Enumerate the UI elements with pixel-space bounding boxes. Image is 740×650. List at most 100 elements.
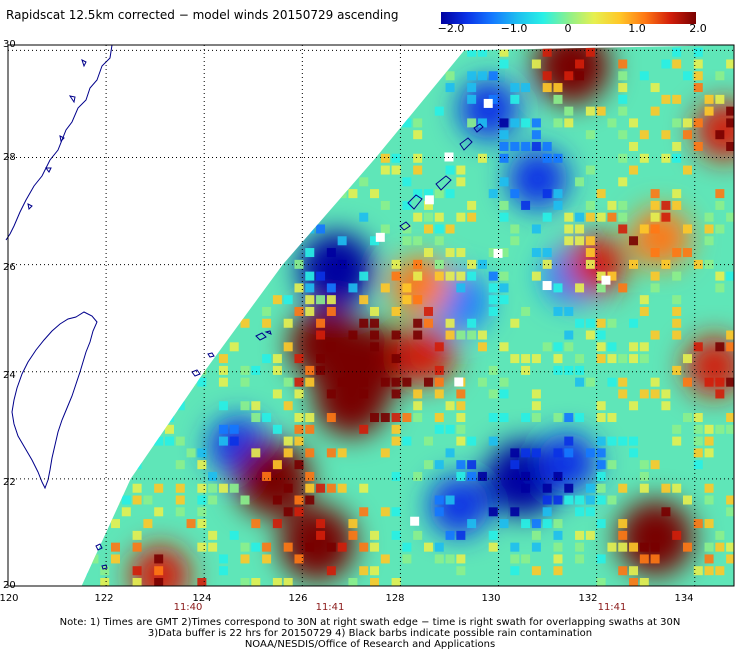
wind-pixel	[693, 141, 703, 151]
wind-pixel	[370, 530, 380, 540]
wind-pixel	[618, 436, 628, 446]
colorbar	[441, 9, 696, 24]
wind-pixel	[316, 200, 326, 210]
wind-pixel	[585, 212, 595, 222]
wind-pixel	[240, 94, 250, 104]
wind-pixel	[391, 71, 401, 81]
wind-pixel	[391, 153, 401, 163]
wind-difference-swath	[68, 45, 735, 586]
wind-pixel	[553, 83, 563, 93]
wind-pixel	[693, 413, 703, 423]
wind-pixel	[542, 83, 552, 93]
wind-pixel	[542, 342, 552, 352]
wind-pixel	[154, 554, 164, 564]
wind-pixel	[553, 354, 563, 364]
wind-pixel	[391, 165, 401, 175]
wind-pixel	[348, 530, 358, 540]
wind-pixel	[726, 141, 735, 151]
wind-pixel	[81, 542, 88, 552]
wind-pixel	[326, 483, 336, 493]
wind-pixel	[305, 471, 315, 481]
wind-pixel	[704, 377, 714, 387]
wind-pixel	[629, 436, 639, 446]
wind-pixel	[499, 389, 509, 399]
wind-pixel	[521, 200, 531, 210]
negative-anomaly	[507, 148, 568, 209]
wind-pixel	[585, 259, 595, 269]
wind-pixel	[704, 94, 714, 104]
wind-pixel	[542, 507, 552, 517]
wind-pixel	[693, 566, 703, 576]
wind-pixel	[607, 436, 617, 446]
wind-pixel	[316, 106, 326, 116]
wind-pixel	[229, 436, 239, 446]
wind-pixel	[132, 389, 142, 399]
wind-pixel	[402, 94, 412, 104]
wind-pixel	[488, 248, 498, 258]
wind-pixel	[564, 495, 574, 505]
wind-pixel	[445, 189, 455, 199]
wind-pixel	[553, 153, 563, 163]
wind-pixel	[726, 212, 735, 222]
wind-pixel	[391, 389, 401, 399]
wind-pixel	[316, 365, 326, 375]
wind-pixel	[564, 212, 574, 222]
wind-pixel	[672, 424, 682, 434]
wind-pixel	[423, 189, 433, 199]
note-line-3: NOAA/NESDIS/Office of Research and Appli…	[244, 639, 496, 650]
lon-label-130: 130	[481, 593, 501, 604]
positive-anomaly	[130, 545, 191, 586]
wind-pixel	[531, 542, 541, 552]
wind-pixel	[456, 248, 466, 258]
wind-pixel	[726, 271, 735, 281]
wind-pixel	[380, 165, 390, 175]
wind-pixel	[521, 141, 531, 151]
wind-pixel	[553, 542, 563, 552]
wind-pixel	[553, 448, 563, 458]
wind-pixel	[521, 413, 531, 423]
wind-pixel	[467, 83, 477, 93]
wind-pixel	[305, 224, 315, 234]
wind-pixel	[132, 248, 142, 258]
wind-pixel	[111, 330, 121, 340]
wind-pixel	[575, 71, 585, 81]
wind-pixel	[380, 224, 390, 234]
lon-label-124: 124	[192, 593, 212, 604]
wind-pixel	[618, 283, 628, 293]
wind-pixel	[618, 530, 628, 540]
wind-pixel	[121, 354, 131, 364]
wind-pixel	[629, 236, 639, 246]
wind-pixel	[391, 471, 401, 481]
wind-pixel	[229, 424, 239, 434]
wind-pixel	[488, 542, 498, 552]
time-label: 11:41	[597, 602, 627, 613]
wind-pixel	[629, 318, 639, 328]
missing-cell	[424, 195, 434, 205]
wind-pixel	[81, 448, 88, 458]
wind-pixel	[715, 224, 725, 234]
wind-pixel	[218, 483, 228, 493]
wind-pixel	[391, 271, 401, 281]
wind-pixel	[89, 141, 99, 151]
wind-pixel	[359, 377, 369, 387]
wind-pixel	[434, 271, 444, 281]
wind-pixel	[704, 448, 714, 458]
wind-pixel	[143, 295, 153, 305]
wind-pixel	[704, 495, 714, 505]
china-coastline	[5, 44, 113, 241]
wind-pixel	[704, 542, 714, 552]
wind-pixel	[499, 377, 509, 387]
wind-pixel	[68, 189, 77, 198]
wind-pixel	[305, 542, 315, 552]
wind-pixel	[283, 318, 293, 328]
wind-pixel	[639, 471, 649, 481]
wind-pixel	[488, 507, 498, 517]
wind-pixel	[672, 306, 682, 316]
wind-pixel	[445, 165, 455, 175]
wind-pixel	[445, 424, 455, 434]
wind-pixel	[121, 448, 131, 458]
wind-pixel	[305, 283, 315, 293]
wind-pixel	[575, 212, 585, 222]
wind-pixel	[726, 118, 735, 128]
wind-pixel	[553, 519, 563, 529]
